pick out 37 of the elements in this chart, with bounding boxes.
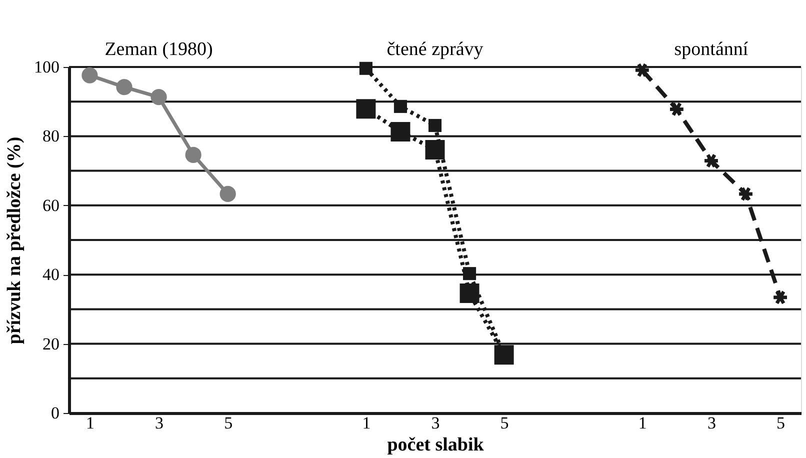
point (116, 79, 132, 96)
y-axis-title: přízvuk na předložce (%) (4, 136, 25, 344)
x-axis-title: počet slabik (387, 434, 484, 456)
y-tick-label: 0 (51, 404, 60, 422)
x-tick-label: 3 (155, 414, 164, 432)
point (356, 99, 376, 119)
y-tick-label: 60 (42, 196, 60, 215)
point (390, 122, 410, 142)
point (394, 100, 407, 113)
x-tick-label: 1 (638, 414, 647, 432)
y-tick-label: 100 (34, 58, 60, 76)
point (460, 284, 480, 304)
point (185, 146, 202, 163)
x-tick-label: 5 (776, 414, 786, 432)
y-tick-label: 40 (42, 265, 60, 284)
point (220, 186, 236, 202)
point (737, 186, 754, 202)
point (772, 290, 789, 306)
point (82, 67, 98, 84)
text: spontánní (674, 39, 749, 60)
x-tick-label: 5 (500, 414, 509, 432)
point (668, 102, 686, 117)
x-tick-label: 3 (707, 414, 716, 432)
point (359, 62, 372, 75)
y-tick-label: 20 (42, 334, 60, 354)
x-tick-label: 5 (224, 414, 233, 432)
point (702, 153, 720, 168)
point (428, 118, 442, 132)
x-tick-label: 3 (431, 414, 440, 432)
text: Zeman (1980) (104, 39, 213, 60)
x-tick-label: 1 (86, 414, 94, 432)
y-tick-label: 80 (42, 126, 60, 146)
x-tick-label: 1 (362, 414, 371, 432)
point (150, 89, 167, 106)
point (634, 62, 651, 78)
point (425, 140, 445, 160)
text: čtené zprávy (386, 39, 484, 60)
